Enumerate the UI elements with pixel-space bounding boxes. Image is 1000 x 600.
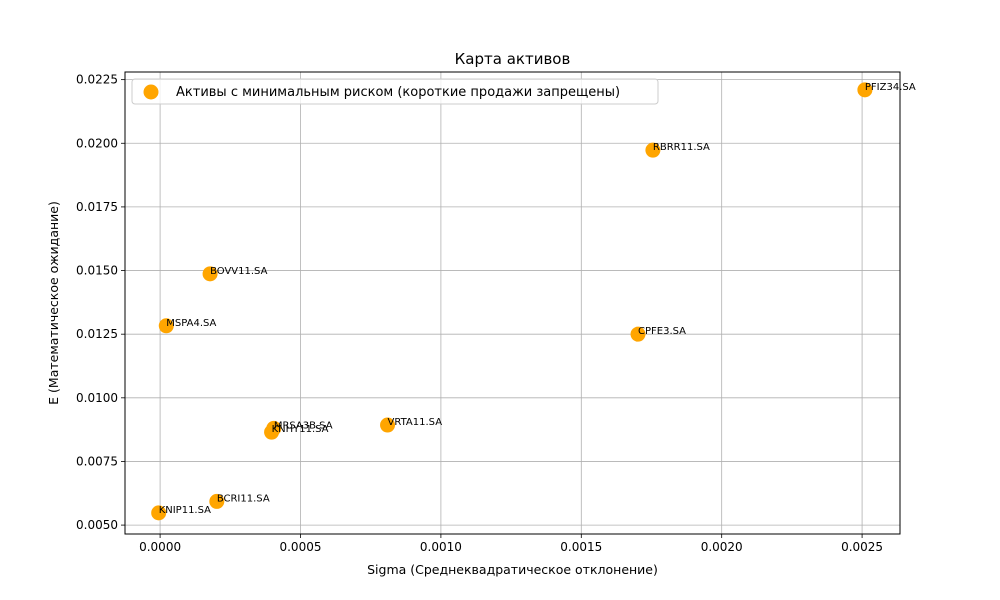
y-tick-label: 0.0200 bbox=[76, 136, 118, 150]
data-point-label: BOVV11.SA bbox=[210, 266, 267, 277]
data-point-label: KNIP11.SA bbox=[159, 505, 211, 516]
chart-title: Карта активов bbox=[455, 50, 571, 68]
x-tick-label: 0.0000 bbox=[139, 540, 181, 554]
y-tick-label: 0.0225 bbox=[76, 73, 118, 87]
data-point-label: RBRR11.SA bbox=[653, 142, 710, 153]
y-tick-label: 0.0100 bbox=[76, 391, 118, 405]
data-point-label: VRTA11.SA bbox=[388, 417, 443, 428]
data-point bbox=[264, 424, 280, 440]
data-point bbox=[209, 493, 225, 509]
x-tick-label: 0.0005 bbox=[279, 540, 321, 554]
legend-label: Активы с минимальным риском (короткие пр… bbox=[176, 85, 620, 100]
data-point bbox=[151, 505, 167, 521]
x-tick-label: 0.0010 bbox=[420, 540, 462, 554]
x-axis-ticks: 0.0000 0.0005 0.0010 0.0015 0.0020 0.0025 bbox=[139, 534, 883, 554]
y-tick-label: 0.0150 bbox=[76, 264, 118, 278]
data-point-label: BCRI11.SA bbox=[217, 493, 270, 504]
data-point-label: MRSA3B.SA bbox=[274, 420, 333, 431]
data-point-label: PFIZ34.SA bbox=[865, 82, 916, 93]
data-point-label: KNHY11.SA bbox=[272, 424, 329, 435]
plot-frame bbox=[124, 71, 901, 535]
point-labels: PFIZ34.SA RBRR11.SA BOVV11.SA MSPA4.SA CPFE3… bbox=[159, 82, 916, 516]
legend-marker bbox=[143, 84, 159, 100]
x-tick-label: 0.0020 bbox=[701, 540, 743, 554]
data-point bbox=[380, 417, 396, 433]
y-tick-label: 0.0125 bbox=[76, 327, 118, 341]
y-axis-ticks: 0.0050 0.0075 0.0100 0.0125 0.0150 0.0175 0.02… bbox=[76, 73, 125, 532]
grid-lines bbox=[125, 72, 900, 534]
y-tick-label: 0.0075 bbox=[76, 454, 118, 468]
y-tick-label: 0.0050 bbox=[76, 518, 118, 532]
legend-box bbox=[131, 78, 659, 105]
data-point-label: CPFE3.SA bbox=[638, 326, 686, 337]
y-tick-label: 0.0175 bbox=[76, 200, 118, 214]
y-axis-title: E (Математическое ожидание) bbox=[46, 201, 61, 405]
legend: Активы с минимальным риском (короткие пр… bbox=[131, 78, 659, 105]
data-point bbox=[645, 142, 661, 158]
data-points bbox=[151, 82, 873, 521]
data-point bbox=[202, 266, 218, 282]
data-point-label: MSPA4.SA bbox=[166, 318, 216, 329]
x-tick-label: 0.0015 bbox=[560, 540, 602, 554]
data-point bbox=[158, 318, 174, 334]
data-point bbox=[630, 326, 646, 342]
x-axis-title: Sigma (Среднеквадратическое отклонение) bbox=[367, 562, 658, 577]
data-point bbox=[857, 82, 873, 98]
x-tick-label: 0.0025 bbox=[841, 540, 883, 554]
